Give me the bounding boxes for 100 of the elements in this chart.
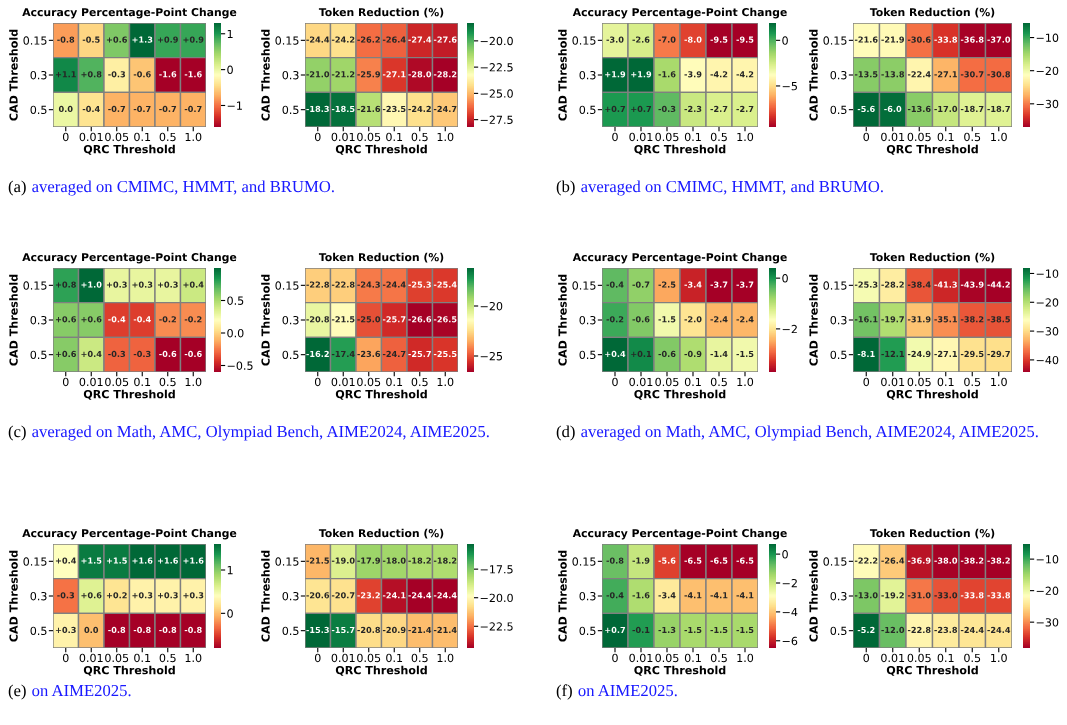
color-bar-label: 0 (227, 609, 233, 618)
y-axis-title: CAD Threshold (9, 274, 18, 366)
data-label: -21.4 (433, 626, 457, 633)
data-label: -2.4 (736, 316, 754, 323)
data-label: -13.8 (881, 71, 905, 78)
data-label: -0.3 (133, 350, 151, 358)
data-label: -12.0 (881, 626, 905, 634)
data-label: -30.7 (960, 71, 984, 78)
y-tick-label: 0.15 (823, 36, 847, 45)
x-tick-label: 0.1 (386, 653, 403, 663)
x-tick-label: 0.05 (907, 132, 931, 142)
data-label: -6.5 (684, 557, 702, 564)
x-tick-label: 1.0 (437, 653, 454, 663)
data-label: -24.2 (408, 105, 431, 112)
text: averaged on Math, AMC, Olympiad Bench, AIME2024, AIME2025. (581, 425, 1038, 441)
x-tick-label: 0 (612, 132, 618, 142)
data-label: -0.6 (632, 316, 650, 323)
data-label: +0.7 (631, 105, 652, 113)
data-label: 0.0 (58, 105, 73, 113)
data-label: -1.5 (736, 626, 754, 634)
data-label: -1.9 (632, 557, 650, 564)
data-label: -24.4 (408, 592, 432, 599)
data-label: -16.1 (854, 316, 878, 323)
x-axis-title: QRC Threshold (886, 389, 978, 400)
data-label: -33.8 (987, 592, 1011, 599)
x-tick-label: 0.5 (411, 653, 428, 663)
color-bar-label: −22.5 (480, 63, 513, 72)
data-label: -1.5 (736, 350, 754, 358)
data-label: -0.8 (606, 557, 624, 564)
data-label: -36.8 (960, 36, 984, 43)
data-label: -37.0 (987, 36, 1011, 43)
x-tick-label: 0.05 (105, 132, 129, 142)
data-label: +1.6 (157, 557, 178, 564)
x-tick-label: 0.05 (105, 377, 129, 387)
x-tick-label: 0.5 (710, 132, 727, 142)
data-label: -17.9 (357, 557, 381, 564)
color-bar-label: 1 (227, 29, 233, 38)
x-tick-label: 0.5 (964, 653, 981, 663)
data-label: -0.8 (159, 626, 177, 634)
data-label: +0.3 (106, 281, 127, 288)
data-label: +0.3 (157, 281, 178, 288)
data-label: -26.6 (408, 316, 432, 323)
data-label: -24.3 (357, 281, 380, 288)
data-label: -8.1 (857, 350, 875, 358)
data-label: -0.4 (606, 592, 624, 599)
y-axis-title: CAD Threshold (558, 274, 567, 366)
data-label: +1.3 (132, 36, 153, 43)
x-tick-label: 0.05 (907, 653, 931, 663)
data-label: -1.5 (684, 626, 702, 634)
data-label: -24.7 (433, 105, 457, 112)
color-bar-label: −30 (1036, 618, 1059, 627)
data-label: -0.7 (108, 105, 126, 113)
data-label: +0.7 (605, 105, 626, 113)
data-label: +0.3 (55, 626, 76, 634)
y-tick-label: 0.15 (572, 281, 596, 290)
color-bar-label: 0 (782, 274, 788, 283)
x-tick-label: 0.5 (159, 653, 176, 663)
y-tick-label: 0.3 (282, 70, 299, 80)
data-label: -0.8 (133, 626, 151, 634)
data-label: -24.4 (433, 592, 457, 599)
text: (b) (556, 180, 575, 196)
x-tick-label: 0.1 (386, 132, 403, 142)
x-tick-label: 0.1 (386, 377, 403, 387)
text: averaged on CMIMC, HMMT, and BRUMO. (581, 180, 883, 196)
x-axis-title: QRC Threshold (83, 665, 175, 676)
y-axis-title: CAD Threshold (558, 29, 567, 121)
data-label: -4.1 (736, 592, 754, 599)
data-label: -0.4 (82, 105, 100, 113)
data-label: -0.6 (184, 350, 202, 358)
data-label: -3.7 (736, 281, 754, 288)
x-tick-label: 0.1 (937, 377, 954, 387)
color-bar-label: −10 (1036, 33, 1059, 42)
data-label: -28.2 (433, 71, 457, 78)
data-label: -25.7 (408, 350, 431, 358)
data-label: +1.5 (81, 557, 102, 564)
data-label: -23.8 (934, 626, 958, 634)
color-bar-label: −22.5 (480, 622, 513, 631)
y-tick-label: 0.15 (572, 557, 596, 566)
data-label: -21.5 (306, 557, 329, 564)
y-axis-title: CAD Threshold (9, 29, 18, 121)
data-label: -0.8 (108, 626, 126, 634)
data-label: +1.9 (631, 71, 652, 78)
data-label: -6.5 (736, 557, 754, 564)
data-label: -0.2 (184, 316, 202, 323)
x-axis-title: QRC Threshold (335, 144, 427, 155)
color-bar-label: 0 (227, 65, 233, 74)
data-label: -18.0 (382, 557, 406, 564)
data-label: -22.8 (306, 281, 330, 288)
color-bar-label: 0.5 (227, 296, 244, 305)
data-label: -0.7 (159, 105, 177, 113)
y-tick-label: 0.3 (579, 315, 596, 325)
data-label: -1.6 (184, 71, 202, 78)
data-label: -15.3 (306, 626, 329, 634)
data-label: -36.9 (907, 557, 931, 564)
data-label: -9.5 (710, 36, 728, 43)
data-label: -21.2 (331, 71, 355, 78)
x-tick-label: 1.0 (991, 653, 1007, 663)
x-tick-label: 0.05 (357, 132, 381, 142)
data-label: +0.6 (106, 36, 127, 43)
data-label: -2.4 (710, 316, 728, 323)
